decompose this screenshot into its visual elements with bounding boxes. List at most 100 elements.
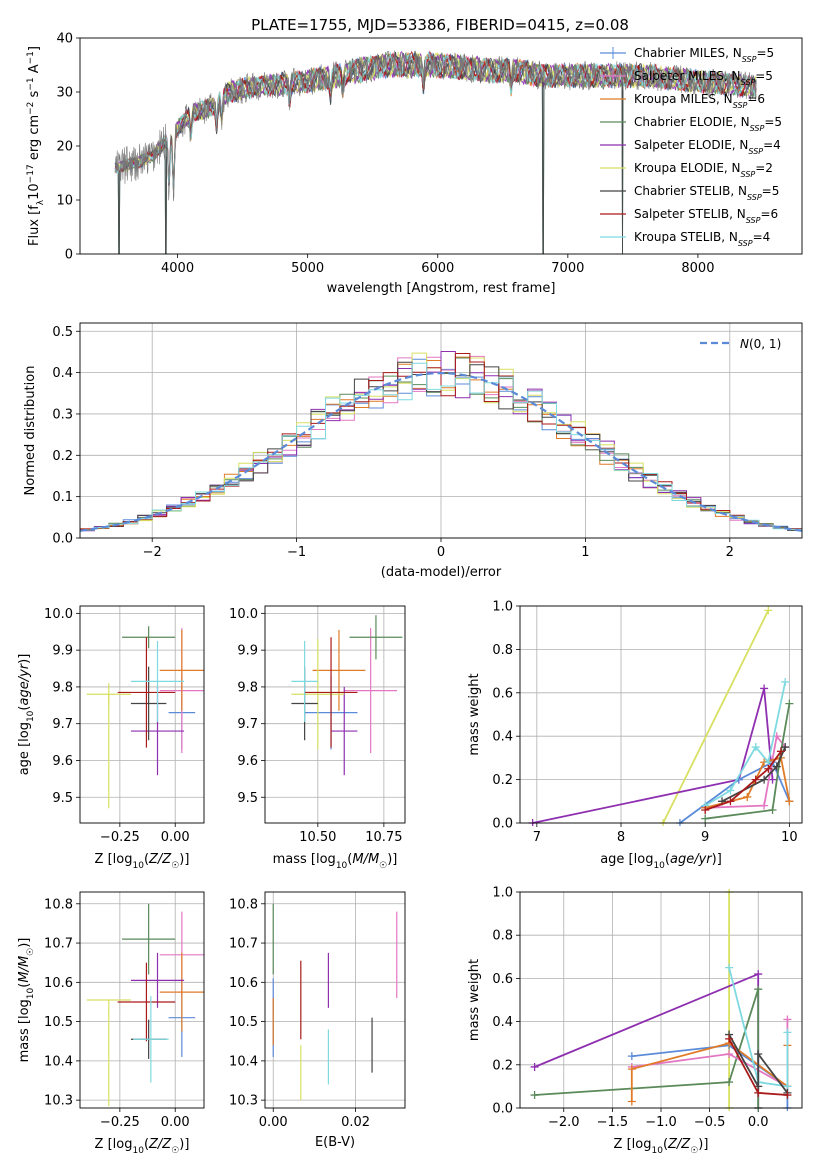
z-mass-ytick-label: 10.7 (44, 937, 73, 952)
age-weight-series-line (679, 760, 791, 824)
residuals-xtick-label: 0 (437, 545, 445, 560)
z-age-xtick-label: 0.00 (161, 830, 190, 845)
residuals-xlabel: (data-model)/error (381, 565, 502, 580)
age-weight-point-marker (768, 805, 777, 814)
z-weight-point-marker (725, 1078, 734, 1087)
legend-entry-label: Chabrier MILES, NSSP=5 (634, 46, 774, 64)
z-weight-point-marker (725, 963, 734, 972)
z-mass-frame (79, 891, 205, 1109)
ebv-mass-ytick-label: 10.6 (229, 976, 258, 991)
residuals-ylabel: Normed distribution (23, 366, 38, 496)
z-weight-point-marker (783, 1015, 792, 1024)
z-weight-xtick-label: 0.0 (748, 1115, 769, 1130)
legend-entry-label: Salpeter STELIB, NSSP=6 (634, 207, 778, 225)
mass-age-frame (264, 605, 406, 824)
ebv-mass-ytick-label: 10.4 (229, 1054, 258, 1069)
legend-entry-label: Chabrier ELODIE, NSSP=5 (634, 115, 782, 133)
mass-age-axes: 10.50 10.75 9.5 9.6 9.7 9.8 9.9 10.0 (229, 606, 405, 845)
z-mass-ytick-label: 10.6 (44, 976, 73, 991)
age-weight-ylabel: mass weight (467, 673, 482, 755)
age-weight-point-marker (760, 801, 769, 810)
z-weight-point-marker (754, 970, 763, 979)
z-weight-ytick-label: 0.4 (492, 1015, 513, 1030)
z-weight-ytick-label: 1.0 (492, 886, 513, 901)
z-age-ytick-label: 9.7 (52, 717, 73, 732)
z-weight-xtick-label: −1.0 (645, 1115, 677, 1130)
residuals-bars (80, 351, 802, 533)
z-mass-errorbars (86, 903, 204, 1107)
age-weight-xtick-label: 8 (617, 830, 625, 845)
age-weight-point-marker (764, 606, 773, 615)
age-weight-lines (528, 606, 794, 826)
ebv-mass-xtick-label: 0.00 (259, 1115, 288, 1130)
ebv-mass-ytick-label: 10.3 (229, 1094, 258, 1109)
age-weight-point-marker (776, 747, 785, 756)
residuals-ytick-label: 0.5 (52, 325, 73, 340)
z-age-xtick-label: −0.25 (100, 830, 140, 845)
z-age-ytick-label: 9.6 (52, 754, 73, 769)
spectrum-ylabel: Flux [fλ10−17 erg cm−2 s−1 A−1] (26, 46, 46, 246)
legend-entry-label: Salpeter MILES, NSSP=5 (634, 69, 773, 87)
z-weight-xlabel: Z [log10(Z/Z☉)] (614, 1137, 709, 1156)
z-weight-point-marker (627, 1065, 636, 1074)
z-weight-xtick-label: −0.5 (694, 1115, 726, 1130)
z-weight-point-marker (754, 1050, 763, 1058)
z-weight-ylabel: mass weight (467, 959, 482, 1041)
z-weight-ytick-label: 0.0 (492, 1102, 513, 1117)
residuals-legend-label: N(0, 1) (740, 337, 781, 351)
spectrum-axes: 4000 5000 6000 7000 8000 0 10 20 30 40 (56, 32, 714, 277)
z-weight-point-marker (783, 1028, 792, 1037)
legend-entry-label: Kroupa STELIB, NSSP=4 (634, 230, 770, 248)
z-mass-ytick-label: 10.5 (44, 1015, 73, 1030)
age-weight-point-marker (760, 684, 769, 693)
mass-age-errorbars (291, 615, 403, 776)
age-weight-series-line (705, 703, 791, 820)
z-mass-xlabel: Z [log10(Z/Z☉)] (95, 1137, 190, 1156)
age-weight-point-marker (785, 699, 794, 708)
spectrum-xtick-label: 4000 (161, 261, 194, 276)
z-weight-ytick-label: 0.2 (492, 1058, 513, 1073)
age-weight-point-marker (760, 775, 769, 784)
z-weight-xtick-label: −2.0 (548, 1115, 580, 1130)
spectrum-ytick-label: 20 (56, 140, 73, 155)
age-weight-point-marker (772, 762, 781, 771)
age-weight-xtick-label: 9 (701, 830, 709, 845)
mass-age-ytick-label: 10.0 (229, 607, 258, 622)
age-weight-point-marker (701, 814, 710, 823)
age-weight-series-line (705, 734, 786, 809)
z-weight-point-marker (627, 1052, 636, 1061)
residuals-xtick-label: −1 (287, 545, 306, 560)
age-weight-ytick-label: 0.6 (492, 686, 513, 701)
residuals-ytick-label: 0.1 (52, 490, 73, 505)
spectrum-xtick-label: 7000 (551, 261, 584, 276)
spectrum-xlabel: wavelength [Angstrom, rest frame] (327, 281, 556, 296)
age-weight-series-line (662, 609, 770, 824)
z-weight-point-marker (725, 1050, 734, 1058)
ebv-mass-xtick-label: 0.02 (341, 1115, 370, 1130)
mass-age-xtick-label: 10.75 (365, 830, 402, 845)
legend-entry-label: Chabrier STELIB, NSSP=5 (634, 184, 779, 202)
z-age-xlabel: Z [log10(Z/Z☉)] (95, 852, 190, 871)
mass-age-ytick-label: 9.8 (237, 680, 258, 695)
ebv-mass-ytick-label: 10.5 (229, 1015, 258, 1030)
z-weight-point-marker (725, 1034, 734, 1043)
ebv-mass-errorbars (272, 903, 398, 1101)
spectrum-ytick-label: 40 (56, 32, 73, 47)
z-age-ytick-label: 9.8 (52, 680, 73, 695)
age-weight-xtick-label: 7 (533, 830, 541, 845)
z-weight-point-marker (754, 1088, 763, 1097)
age-weight-ytick-label: 0.8 (492, 643, 513, 658)
spectrum-lines (114, 50, 757, 254)
age-weight-point-marker (743, 792, 752, 801)
z-mass-ytick-label: 10.8 (44, 897, 73, 912)
ebv-mass-ytick-label: 10.7 (229, 937, 258, 952)
z-weight-point-marker (530, 1062, 539, 1071)
z-mass-xtick-label: 0.00 (161, 1115, 190, 1130)
residuals-ytick-label: 0.3 (52, 407, 73, 422)
legend-entry-label: Kroupa ELODIE, NSSP=2 (634, 161, 773, 179)
z-weight-point-marker (627, 1097, 636, 1106)
residuals-histogram (80, 362, 802, 533)
z-mass-ytick-label: 10.4 (44, 1054, 73, 1069)
spectrum-xtick-label: 5000 (291, 261, 324, 276)
